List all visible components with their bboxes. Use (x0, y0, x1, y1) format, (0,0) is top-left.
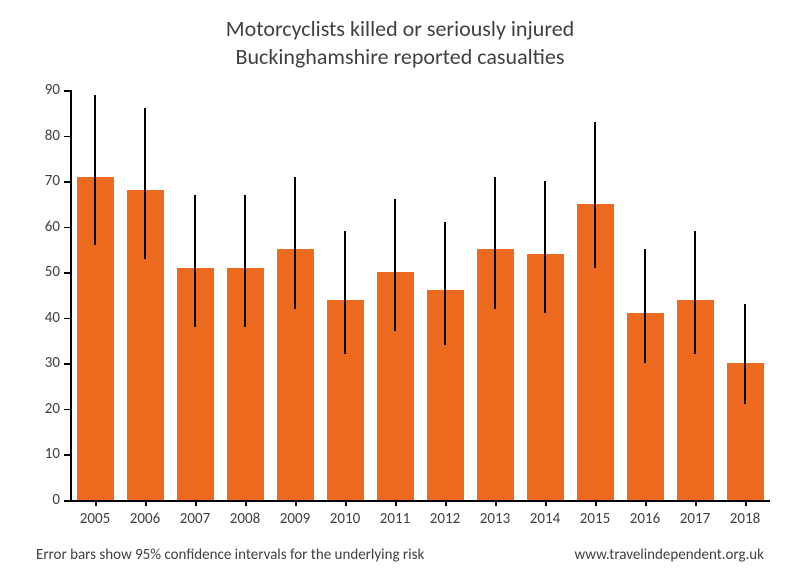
x-tick-label: 2013 (470, 510, 520, 528)
y-tick (64, 318, 70, 320)
x-tick (195, 500, 197, 506)
y-tick (64, 90, 70, 92)
x-tick-label: 2005 (70, 510, 120, 528)
error-bar (744, 304, 746, 404)
x-tick (645, 500, 647, 506)
x-tick-label: 2007 (170, 510, 220, 528)
y-tick (64, 227, 70, 229)
x-tick (145, 500, 147, 506)
x-tick-label: 2010 (320, 510, 370, 528)
y-tick-label: 80 (28, 127, 60, 145)
x-tick-label: 2016 (620, 510, 670, 528)
x-tick (245, 500, 247, 506)
y-tick-label: 90 (28, 81, 60, 99)
error-bar (194, 195, 196, 327)
x-tick (95, 500, 97, 506)
x-tick-label: 2017 (670, 510, 720, 528)
footer-note-right: www.travelindependent.org.uk (575, 546, 764, 564)
x-axis (70, 500, 770, 502)
error-bar (244, 195, 246, 327)
error-bar (394, 199, 396, 331)
y-tick (64, 454, 70, 456)
x-tick-label: 2014 (520, 510, 570, 528)
error-bar (494, 177, 496, 309)
y-tick (64, 181, 70, 183)
x-tick-label: 2015 (570, 510, 620, 528)
y-tick (64, 272, 70, 274)
y-tick (64, 500, 70, 502)
error-bar (294, 177, 296, 309)
chart-title: Motorcyclists killed or seriously injure… (0, 15, 800, 70)
y-tick-label: 0 (28, 491, 60, 509)
error-bar (544, 181, 546, 313)
y-tick-label: 60 (28, 218, 60, 236)
y-tick-label: 20 (28, 400, 60, 418)
y-tick (64, 409, 70, 411)
chart-title-line2: Buckinghamshire reported casualties (236, 43, 565, 70)
y-tick-label: 40 (28, 309, 60, 327)
y-tick (64, 136, 70, 138)
x-tick (345, 500, 347, 506)
y-tick-label: 30 (28, 354, 60, 372)
y-tick-label: 50 (28, 263, 60, 281)
error-bar (594, 122, 596, 268)
chart-container: Motorcyclists killed or seriously injure… (0, 0, 800, 580)
x-tick (545, 500, 547, 506)
x-tick (695, 500, 697, 506)
x-tick-label: 2006 (120, 510, 170, 528)
error-bar (344, 231, 346, 354)
x-tick-label: 2008 (220, 510, 270, 528)
error-bar (444, 222, 446, 345)
x-tick (745, 500, 747, 506)
x-tick (595, 500, 597, 506)
y-axis (70, 90, 72, 500)
y-tick-label: 70 (28, 172, 60, 190)
x-tick-label: 2018 (720, 510, 770, 528)
y-tick-label: 10 (28, 445, 60, 463)
error-bar (144, 108, 146, 258)
x-tick (295, 500, 297, 506)
x-tick-label: 2012 (420, 510, 470, 528)
x-tick-label: 2011 (370, 510, 420, 528)
x-tick (395, 500, 397, 506)
chart-title-line1: Motorcyclists killed or seriously injure… (226, 15, 574, 42)
x-tick-label: 2009 (270, 510, 320, 528)
error-bar (94, 95, 96, 245)
error-bar (644, 249, 646, 363)
x-tick (495, 500, 497, 506)
footer-note-left: Error bars show 95% confidence intervals… (36, 546, 424, 564)
x-tick (445, 500, 447, 506)
error-bar (694, 231, 696, 354)
y-tick (64, 363, 70, 365)
plot-area: 0102030405060708090200520062007200820092… (70, 90, 770, 500)
